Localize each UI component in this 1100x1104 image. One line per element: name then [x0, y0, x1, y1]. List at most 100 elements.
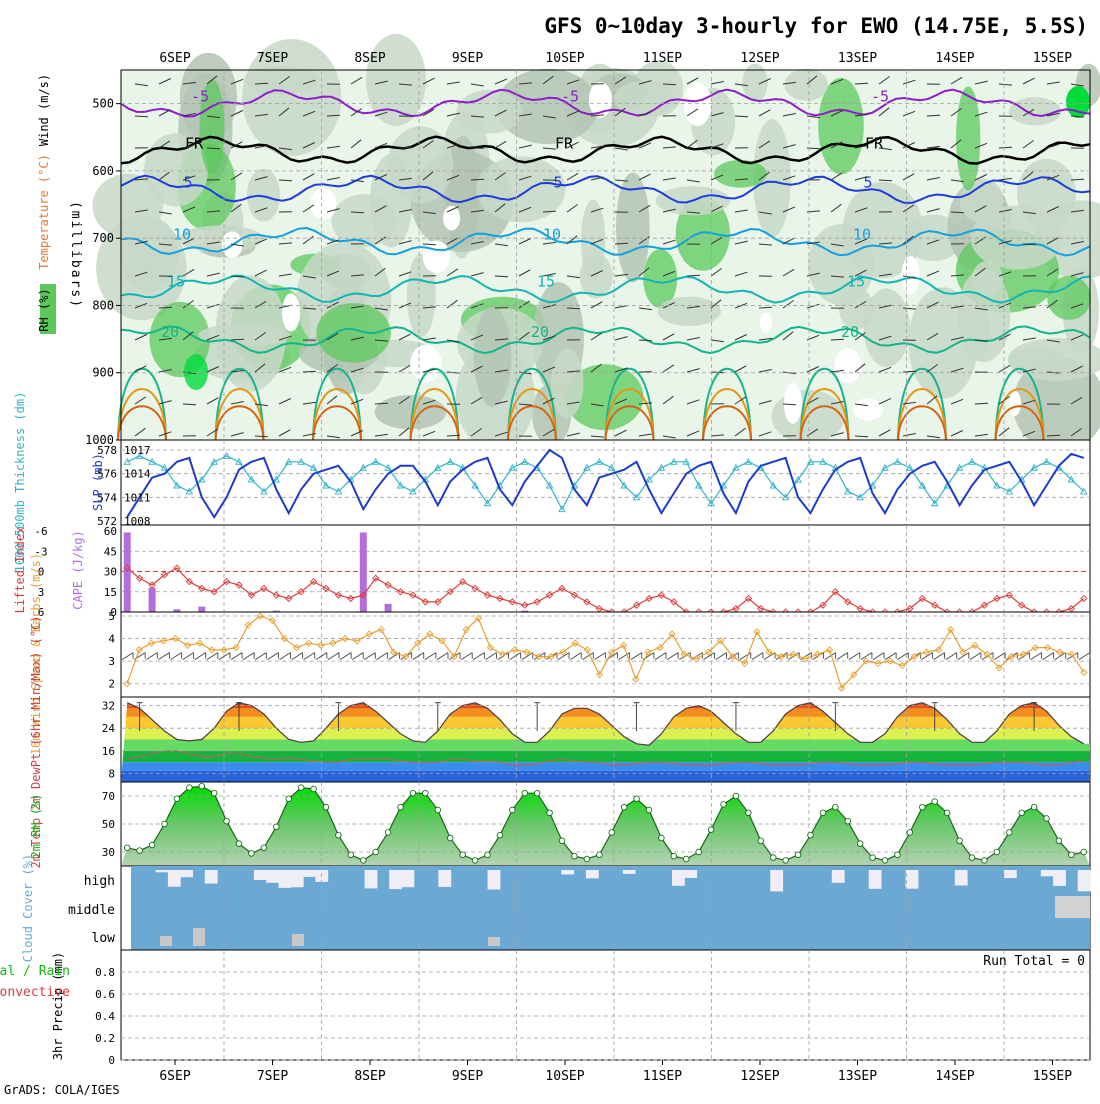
bottom-day-label: 14SEP — [935, 1069, 974, 1084]
rh-marker — [758, 838, 764, 844]
y-tick-label: 600 — [92, 164, 114, 178]
cape-bar — [124, 532, 131, 612]
rh-contour-fill — [864, 288, 910, 367]
cloud-low-gap — [488, 937, 500, 946]
rh-marker — [497, 832, 503, 838]
rh-contour-fill — [956, 86, 980, 190]
rh-marker — [609, 830, 615, 836]
rh-marker — [236, 841, 242, 847]
cloud-high-gap — [205, 870, 218, 884]
rh-contour-fill — [476, 156, 565, 222]
cloud-high-gap — [1078, 870, 1091, 891]
rh-marker — [1044, 816, 1050, 822]
cloud-high-gap — [586, 870, 599, 878]
rh-marker — [323, 804, 329, 810]
wind-barb — [1023, 244, 1036, 245]
cloud-high-gap — [1041, 870, 1054, 876]
temp-tick-label: 32 — [102, 700, 115, 713]
cloud-row-label: high — [84, 874, 115, 889]
rh-marker — [187, 785, 193, 791]
rh-marker — [398, 804, 404, 810]
rh-marker — [286, 796, 292, 802]
rh-dry-patch — [834, 348, 861, 383]
rh-dry-patch — [902, 256, 920, 295]
cape-ylabel-left: Lifted Index — [13, 527, 27, 614]
rh-marker — [795, 852, 801, 858]
rh-marker — [857, 841, 863, 847]
cape-tick-label: 15 — [104, 586, 117, 599]
upper-legend-temp: Temperature (°C) — [37, 154, 51, 270]
cloud-low-gap — [160, 936, 172, 946]
precip-legend-total: Total / Rain — [0, 964, 70, 979]
precip-frame — [121, 950, 1090, 1060]
cloud-high-gap — [180, 870, 193, 877]
slp-tick-label: 1017 — [124, 444, 151, 457]
rh-marker — [510, 807, 516, 813]
wind-barb — [399, 147, 412, 148]
cloud-high-gap — [365, 870, 378, 888]
rh-marker — [149, 842, 155, 848]
rh-marker — [534, 790, 540, 796]
upper-legend-rh: RH (%) — [37, 288, 51, 331]
cloud-low-gap — [193, 928, 205, 946]
cloud-row-label: low — [92, 931, 116, 946]
isotherm-label: 10 — [543, 226, 561, 244]
cloud-high-gap — [672, 870, 685, 886]
slp-tick-label: 1011 — [124, 491, 151, 504]
rh-contour-fill — [457, 90, 523, 134]
rh-marker — [273, 824, 279, 830]
rh-marker — [137, 848, 143, 854]
rh-marker — [671, 853, 677, 859]
chart-title: GFS 0~10day 3-hourly for EWO (14.75E, 5.… — [544, 14, 1088, 38]
cloud-low-gap — [292, 934, 304, 946]
isotherm-label: -5 — [871, 88, 889, 106]
rh-dry-patch — [784, 383, 802, 424]
rh-dry-patch — [684, 82, 712, 126]
cape-frame — [121, 525, 1090, 612]
wind-barb — [447, 435, 460, 436]
wind-barb — [831, 339, 844, 340]
cloud-high-gap — [623, 870, 636, 874]
cloud-high-gap — [266, 870, 279, 883]
wind-barb — [543, 211, 556, 212]
rh-marker — [994, 849, 1000, 855]
rh-marker — [783, 858, 789, 864]
top-day-label: 6SEP — [159, 51, 190, 66]
wind-barb — [783, 404, 796, 405]
cloud-ylabel: Cloud Cover (%) — [21, 854, 35, 962]
wind-barb — [279, 180, 292, 181]
wind-barb — [255, 436, 268, 437]
rh-marker — [311, 786, 317, 792]
rh-marker — [224, 818, 230, 824]
cloud-mid-gap — [1055, 896, 1090, 918]
rh-marker — [969, 855, 975, 861]
temp-band — [121, 751, 1090, 762]
temp-band — [121, 771, 1090, 782]
rh-marker — [559, 838, 565, 844]
wind-barb — [663, 84, 676, 85]
temp-band — [121, 740, 1090, 751]
rh-marker — [174, 796, 180, 802]
rh-marker — [522, 790, 528, 796]
rh-marker — [919, 804, 925, 810]
cloud-high-gap — [389, 870, 402, 889]
rh-dry-patch — [310, 188, 336, 220]
cloud-high-gap — [488, 870, 501, 890]
rh-marker — [621, 804, 627, 810]
isotherm-label: -5 — [191, 88, 209, 106]
cloud-high-gap — [1053, 870, 1066, 886]
cape-tick-label: 45 — [104, 545, 117, 558]
bottom-day-label: 8SEP — [354, 1069, 385, 1084]
rh-contour-fill — [215, 275, 286, 391]
rh-contour-fill — [785, 69, 829, 101]
rh-marker — [423, 790, 429, 796]
temp-tick-label: 24 — [102, 722, 116, 735]
cloud-row-label: middle — [68, 903, 115, 918]
top-day-label: 13SEP — [838, 51, 877, 66]
wind-barb — [1047, 435, 1060, 436]
temp-band — [121, 728, 1090, 739]
wind-barb — [255, 83, 268, 84]
wind-barb — [183, 404, 196, 405]
